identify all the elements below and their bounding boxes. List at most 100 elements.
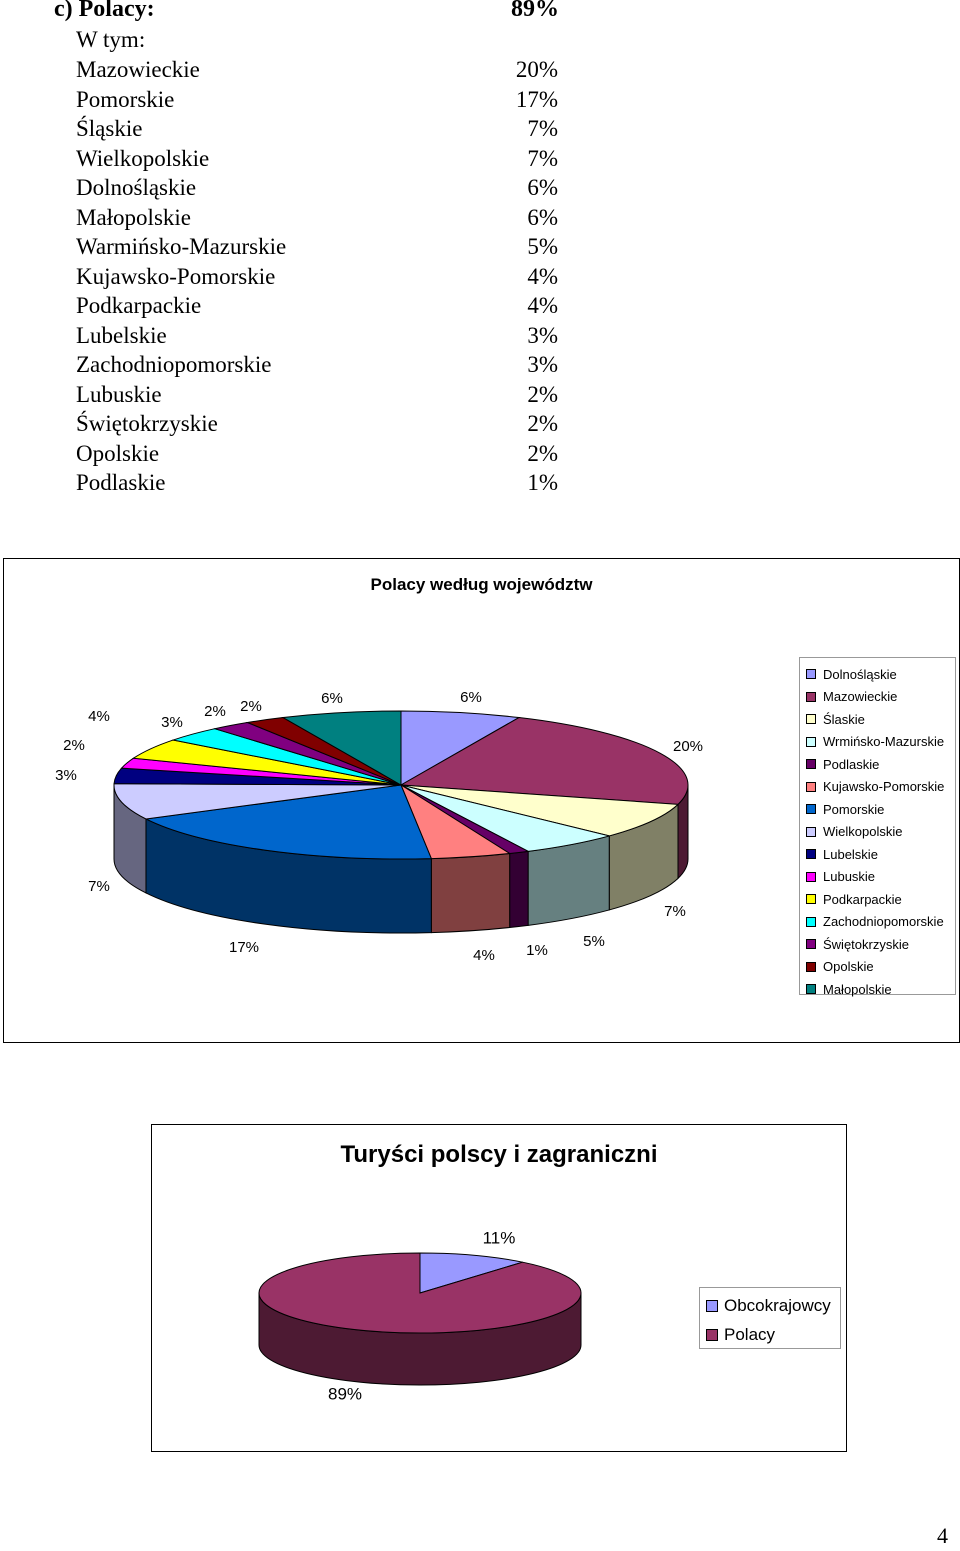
legend-label: Opolskie [823, 959, 874, 975]
chart-turysci: Turyści polscy i zagraniczni 11% 89% Obco… [151, 1124, 847, 1452]
stat-percent: 4% [527, 263, 558, 289]
stat-row: Mazowieckie 20% [76, 55, 558, 85]
legend-label: Lubuskie [823, 869, 876, 885]
legend-label: Mazowieckie [823, 689, 898, 705]
stat-name: Lubelskie [76, 322, 167, 348]
legend-item: Wielkopolskie [806, 821, 955, 844]
stat-row: Pomorskie 17% [76, 85, 558, 115]
legend-label: Wrmińsko-Mazurskie [823, 734, 945, 750]
data-label: 20% [673, 738, 703, 755]
legend-item: Polacy [706, 1320, 840, 1349]
legend-label: Polacy [724, 1324, 776, 1344]
section-label: c) Polacy: [54, 0, 155, 22]
pie-slice [258, 1252, 582, 1334]
data-label: 2% [204, 703, 226, 720]
legend-swatch [706, 1328, 718, 1341]
legend-swatch [806, 826, 816, 837]
data-label: 5% [583, 933, 605, 950]
data-label: 2% [63, 737, 85, 754]
legend-item: Podkarpackie [806, 888, 955, 911]
pie-slice [399, 717, 689, 805]
legend-swatch [806, 939, 816, 950]
legend-swatch [806, 894, 816, 905]
stat-percent: 17% [515, 86, 558, 112]
pie-slice [144, 784, 433, 860]
legend-swatch [806, 669, 816, 680]
legend-label: Ślaskie [823, 711, 865, 727]
stat-name: Warmińsko-Mazurskie [76, 234, 287, 259]
legend-item: Obcokrajowcy [706, 1291, 840, 1320]
legend-label: Podlaskie [823, 756, 880, 772]
stat-name: Mazowieckie [76, 57, 200, 82]
pie-slice-side [509, 850, 529, 929]
stat-row: Lubuskie 2% [76, 380, 558, 410]
legend-swatch [806, 714, 816, 725]
legend-label: Podkarpackie [823, 891, 902, 907]
data-label: 7% [88, 878, 110, 895]
section-total: 89% [511, 0, 559, 22]
legend-item: Lubelskie [806, 843, 955, 866]
stats-list: Mazowieckie 20% Pomorskie 17% Śląskie 7% Wielk… [76, 55, 558, 498]
legend-swatch [806, 984, 816, 995]
stat-percent: 1% [527, 470, 558, 495]
legend-label: Lubelskie [823, 846, 878, 862]
legend-swatch [806, 804, 816, 815]
stat-row: Kujawsko-Pomorskie 4% [76, 262, 558, 292]
data-label: 3% [55, 767, 77, 784]
legend-item: Ślaskie [806, 708, 955, 731]
stat-name: Śląskie [76, 116, 143, 141]
stat-percent: 20% [515, 57, 558, 82]
data-label: 6% [460, 689, 482, 706]
pie-chart-svg: 11% 89% [258, 1228, 582, 1403]
stat-row: Opolskie 2% [76, 439, 558, 469]
stat-percent: 6% [527, 175, 558, 200]
data-label: 7% [664, 903, 686, 920]
stat-name: Zachodniopomorskie [76, 352, 272, 377]
data-label: 4% [88, 708, 110, 725]
legend-swatch [806, 849, 816, 860]
stat-row: Śląskie 7% [76, 114, 558, 144]
legend-item: Podlaskie [806, 753, 955, 776]
legend-item: Małopolskie [806, 978, 955, 1001]
stat-row: Warmińsko-Mazurskie 5% [76, 232, 558, 262]
stat-name: Lubuskie [76, 381, 162, 407]
data-label: 2% [240, 698, 262, 715]
legend-swatch [806, 916, 816, 927]
legend-label: Dolnośląskie [823, 666, 897, 682]
subheading: W tym: [76, 27, 146, 52]
chart-title: Polacy według województw [370, 575, 593, 594]
chart-legend: Dolnośląskie Mazowieckie Ślaskie Wrmińsko-M… [799, 657, 956, 997]
pie-slice [400, 784, 680, 837]
data-label: 89% [328, 1384, 362, 1403]
data-label: 3% [161, 714, 183, 731]
legend-item: Wrmińsko-Mazurskie [806, 731, 955, 754]
legend-swatch [706, 1299, 718, 1312]
legend-label: Małopolskie [823, 981, 892, 997]
data-label: 17% [229, 939, 259, 956]
stat-percent: 7% [527, 145, 558, 171]
stat-row: Zachodniopomorskie 3% [76, 350, 558, 380]
stat-name: Podkarpackie [76, 293, 202, 318]
stat-percent: 3% [527, 352, 558, 377]
legend-label: Wielkopolskie [823, 824, 903, 840]
data-label: 6% [321, 690, 343, 707]
stat-percent: 2% [527, 440, 558, 466]
legend-swatch [806, 736, 816, 747]
legend-item: Kujawsko-Pomorskie [806, 776, 955, 799]
legend-swatch [806, 871, 816, 882]
stat-percent: 2% [527, 411, 558, 436]
stat-percent: 3% [527, 322, 558, 348]
legend-swatch [806, 961, 816, 972]
pie-slice-side [430, 852, 511, 934]
pie-slice [113, 783, 402, 820]
chart-legend: Obcokrajowcy Polacy [699, 1287, 841, 1349]
pie-slice [400, 710, 521, 786]
stat-percent: 6% [527, 204, 558, 230]
stat-row: Małopolskie 6% [76, 203, 558, 233]
stat-row: Podkarpackie 4% [76, 291, 558, 321]
legend-label: Kujawsko-Pomorskie [823, 779, 945, 795]
legend-item: Opolskie [806, 956, 955, 979]
legend-label: Świętokrzyskie [823, 936, 909, 952]
data-label: 1% [526, 942, 548, 959]
stat-percent: 5% [527, 234, 558, 259]
